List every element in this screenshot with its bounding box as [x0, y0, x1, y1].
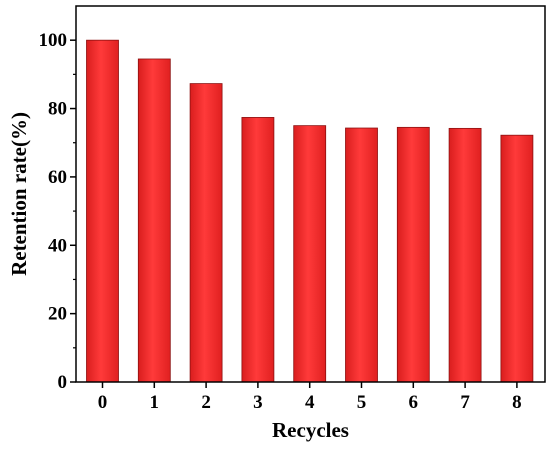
y-tick-label: 100: [39, 30, 68, 51]
bar-0: [86, 39, 119, 383]
bar-8: [500, 134, 534, 383]
x-tick-label: 6: [409, 392, 419, 413]
y-tick-label: 60: [48, 167, 67, 188]
x-tick-label: 5: [357, 392, 367, 413]
x-axis-title: Recycles: [272, 418, 349, 442]
y-axis-title: Retention rate(%): [7, 112, 31, 276]
bars-group: [86, 39, 534, 383]
bar-2: [189, 83, 223, 383]
bar-1: [137, 58, 171, 383]
x-tick-label: 7: [460, 392, 470, 413]
y-axis-ticks: 0 20 40 60 80 100: [39, 30, 76, 393]
bar-7: [448, 127, 482, 383]
x-axis-ticks: 0 1 2 3 4 5 6 7 8: [98, 382, 522, 413]
bar-6: [396, 126, 430, 383]
x-tick-label: 1: [150, 392, 160, 413]
x-tick-label: 3: [253, 392, 263, 413]
x-tick-label: 8: [512, 392, 522, 413]
y-tick-label: 40: [48, 235, 67, 256]
y-tick-label: 80: [48, 99, 67, 120]
y-tick-label: 20: [48, 304, 67, 325]
x-tick-label: 4: [305, 392, 315, 413]
x-tick-label: 0: [98, 392, 108, 413]
bar-3: [241, 117, 275, 383]
x-tick-label: 2: [201, 392, 211, 413]
bar-4: [293, 125, 327, 383]
plot-frame: [75, 5, 546, 383]
y-tick-label: 0: [58, 372, 68, 393]
bar-5: [345, 127, 378, 383]
